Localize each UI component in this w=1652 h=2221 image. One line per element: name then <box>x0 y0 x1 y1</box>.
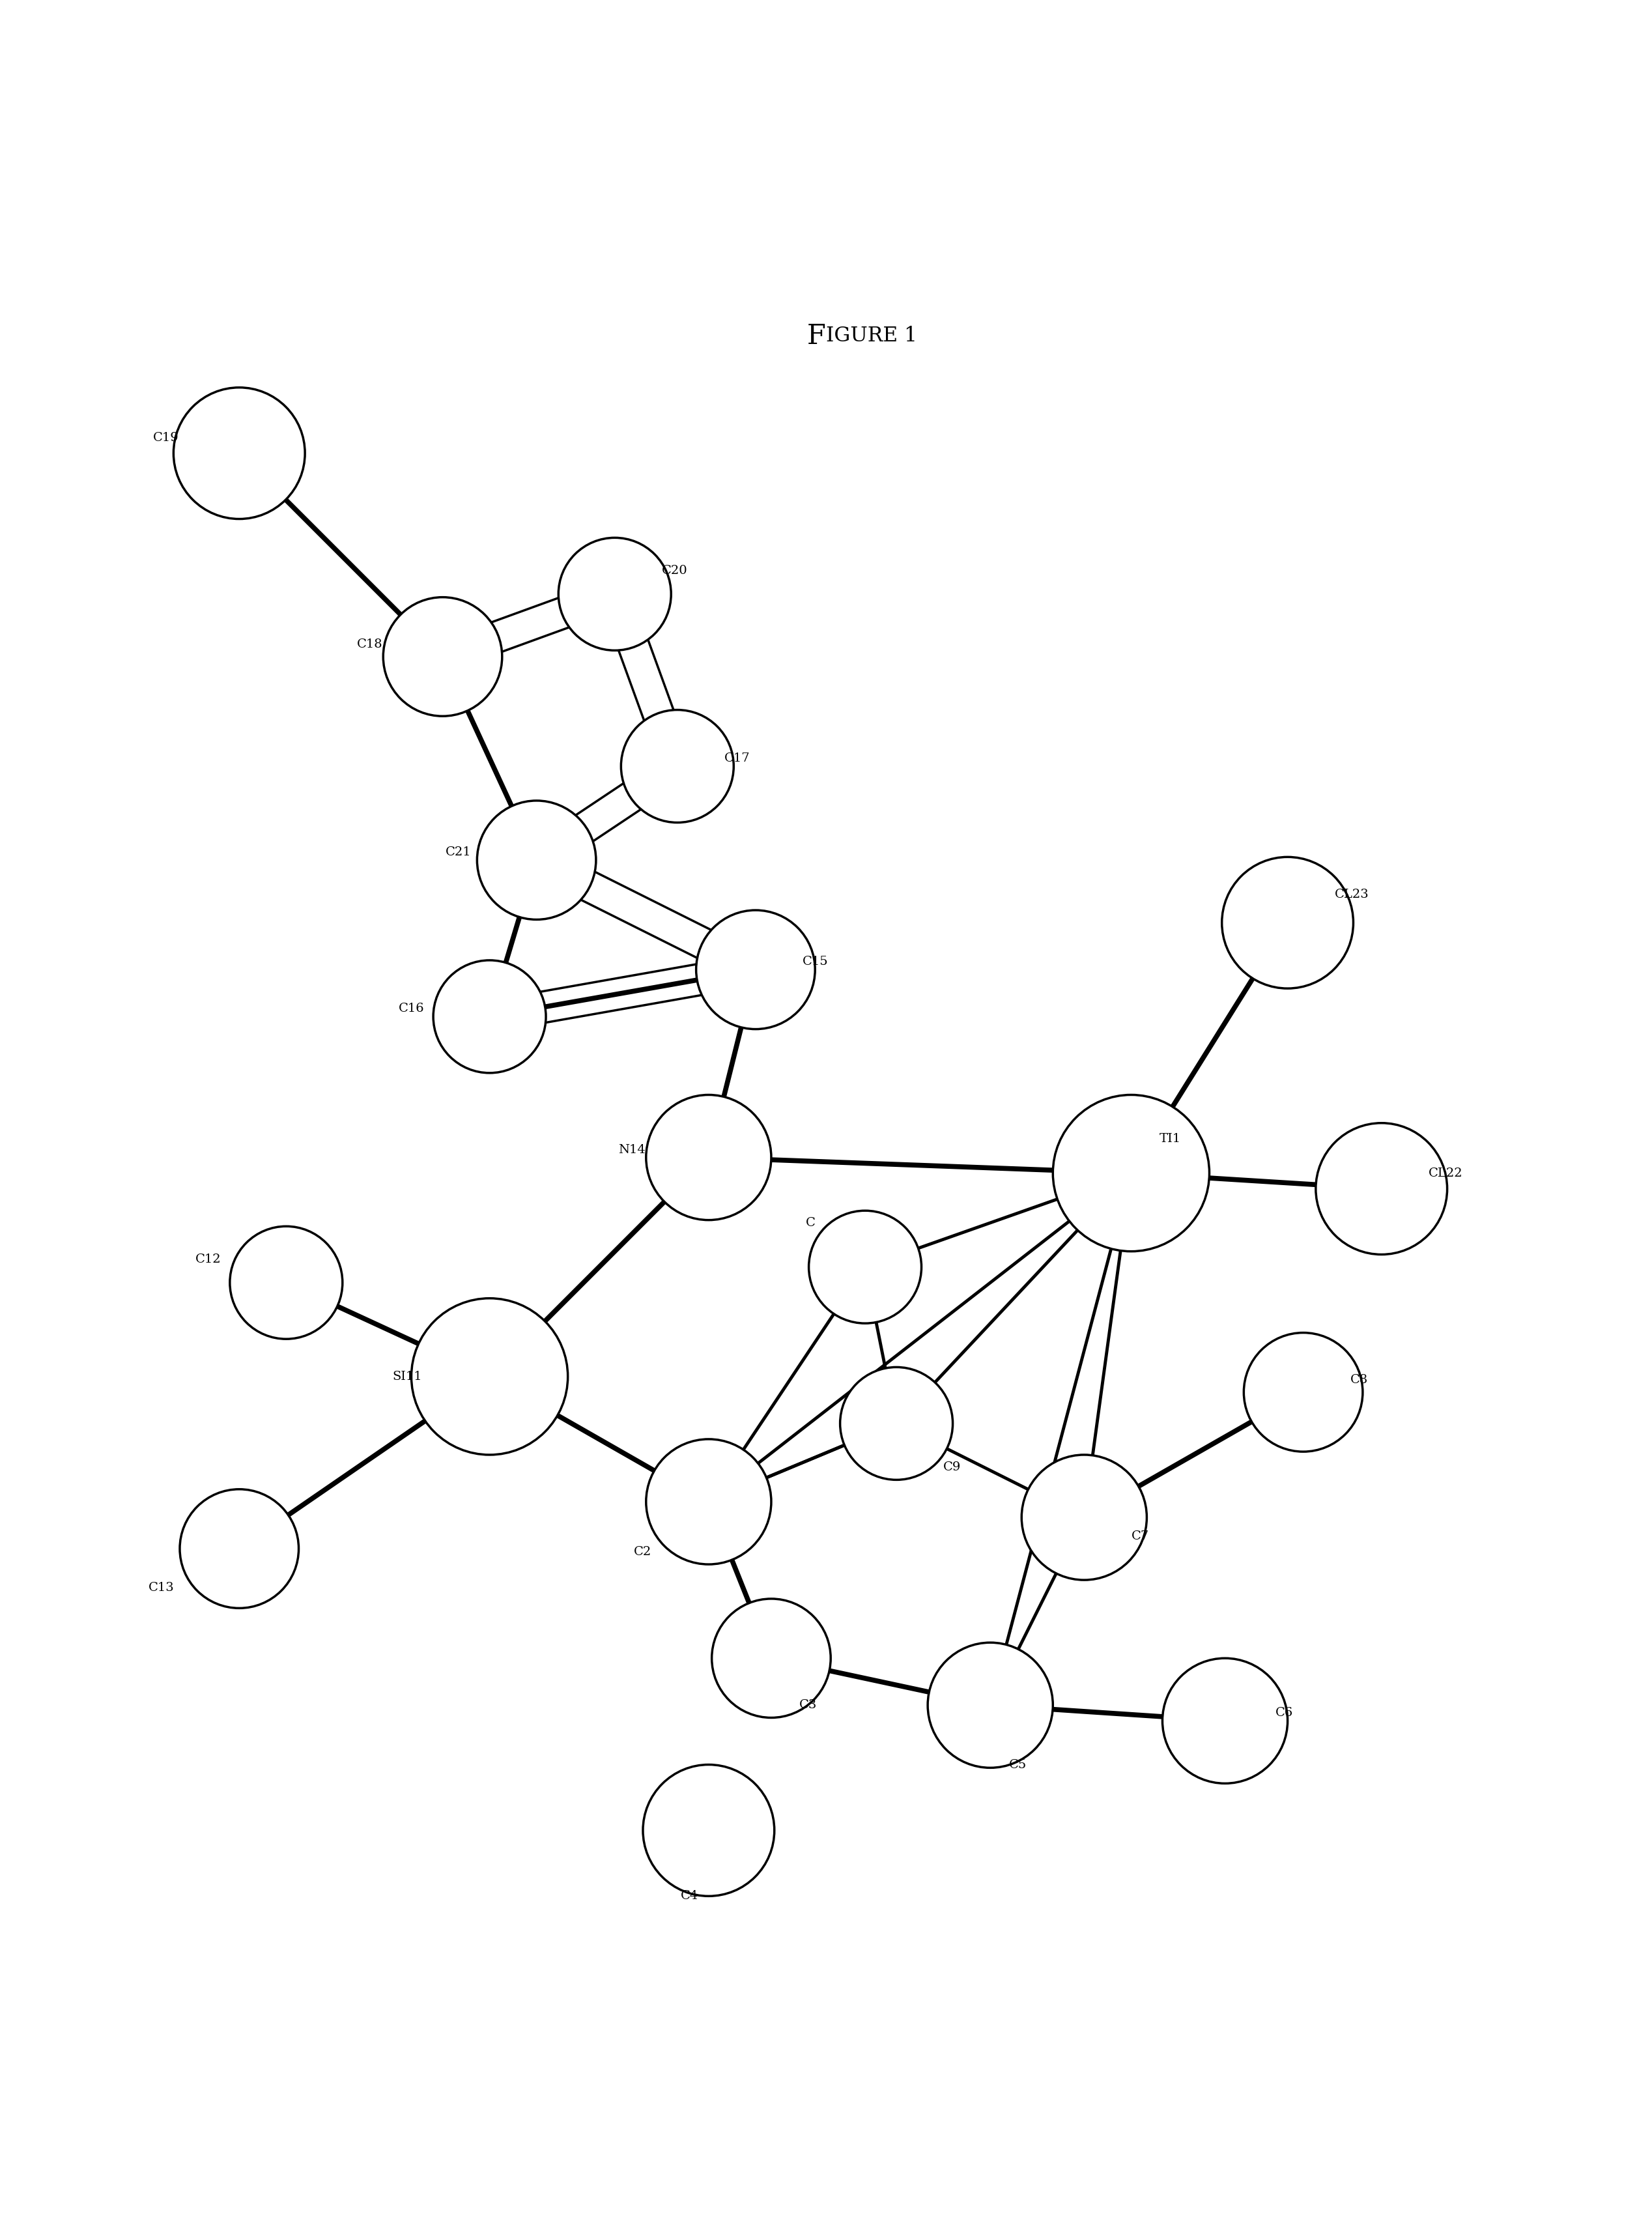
Circle shape <box>230 1226 342 1339</box>
Text: CL22: CL22 <box>1429 1168 1462 1179</box>
Text: C12: C12 <box>195 1253 221 1266</box>
Text: C17: C17 <box>724 753 750 764</box>
Text: C: C <box>806 1217 816 1228</box>
Circle shape <box>1021 1455 1146 1579</box>
Circle shape <box>558 537 671 651</box>
Circle shape <box>1244 1333 1363 1453</box>
Circle shape <box>1222 857 1353 988</box>
Circle shape <box>646 1095 771 1219</box>
Circle shape <box>477 800 596 919</box>
Text: C16: C16 <box>398 1004 425 1015</box>
Circle shape <box>433 959 545 1073</box>
Text: C15: C15 <box>803 955 828 968</box>
Text: C5: C5 <box>1009 1759 1028 1770</box>
Text: IGURE 1: IGURE 1 <box>826 326 917 346</box>
Text: C13: C13 <box>149 1581 175 1595</box>
Circle shape <box>841 1368 953 1479</box>
Circle shape <box>646 1439 771 1564</box>
Circle shape <box>712 1599 831 1717</box>
Text: TI1: TI1 <box>1160 1133 1181 1144</box>
Text: C7: C7 <box>1132 1530 1148 1541</box>
Text: C8: C8 <box>1350 1375 1368 1386</box>
Text: C21: C21 <box>446 846 471 857</box>
Text: CL23: CL23 <box>1335 888 1370 900</box>
Circle shape <box>695 911 814 1028</box>
Text: C6: C6 <box>1275 1708 1294 1719</box>
Circle shape <box>928 1644 1052 1768</box>
Circle shape <box>1163 1659 1287 1783</box>
Circle shape <box>1052 1095 1209 1250</box>
Text: C18: C18 <box>357 637 382 651</box>
Circle shape <box>180 1490 299 1608</box>
Text: N14: N14 <box>618 1144 644 1155</box>
Circle shape <box>1315 1124 1447 1255</box>
Text: C9: C9 <box>943 1461 961 1473</box>
Circle shape <box>809 1210 922 1324</box>
Text: C2: C2 <box>633 1546 651 1557</box>
Text: C4: C4 <box>681 1890 699 1901</box>
Circle shape <box>643 1766 775 1897</box>
Circle shape <box>173 386 306 520</box>
Text: C20: C20 <box>662 564 687 577</box>
Text: SI11: SI11 <box>393 1370 423 1381</box>
Text: F: F <box>808 322 826 349</box>
Text: C19: C19 <box>154 431 178 444</box>
Circle shape <box>383 597 502 715</box>
Text: C3: C3 <box>800 1699 818 1710</box>
Circle shape <box>621 711 733 822</box>
Circle shape <box>411 1299 568 1455</box>
